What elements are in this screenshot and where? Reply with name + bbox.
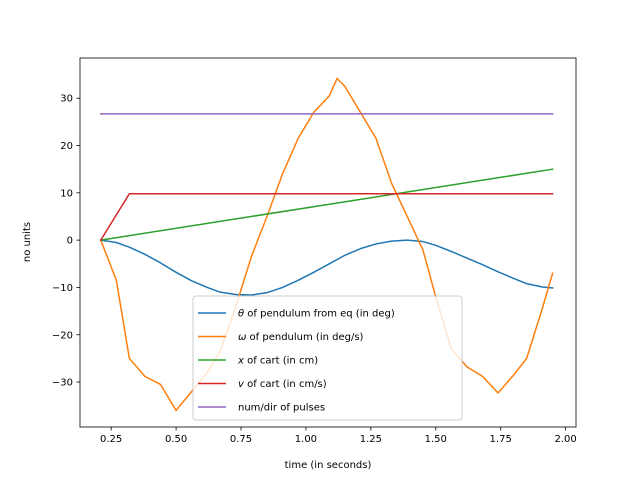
legend: θ of pendulum from eq (in deg) ω of pendu… xyxy=(192,295,463,421)
x-tick-label: 0.25 xyxy=(100,434,122,445)
x-tick-label: 0.75 xyxy=(230,434,252,445)
legend-label-4: v of cart (in cm/s) xyxy=(238,379,327,390)
y-tick-label: 30 xyxy=(60,94,73,105)
y-tick-label: 20 xyxy=(60,141,73,152)
series-layer xyxy=(99,77,554,412)
x-axis-ticks: 0.25 0.50 0.75 1.00 1.25 1.50 1.75 2.00 xyxy=(100,427,577,445)
series-line-3-x-of-cart-in-cm xyxy=(99,168,554,241)
y-tick-label: −10 xyxy=(52,283,73,294)
legend-label-3: x of cart (in cm) xyxy=(237,356,318,367)
x-tick-label: 1.50 xyxy=(425,434,447,445)
y-tick-label: −20 xyxy=(52,330,73,341)
legend-label-2: ω of pendulum (in deg/s) xyxy=(238,332,364,343)
series-line-2-of-pendulum-in-deg-s xyxy=(99,77,554,412)
x-axis-title: time (in seconds) xyxy=(285,460,372,471)
y-tick-label: 0 xyxy=(67,236,73,247)
x-tick-label: 2.00 xyxy=(554,434,576,445)
legend-box xyxy=(192,295,463,421)
series-line-4-v-of-cart-in-cm-s xyxy=(99,193,554,242)
y-tick-label: 10 xyxy=(60,188,73,199)
x-tick-label: 1.00 xyxy=(295,434,317,445)
x-tick-label: 1.75 xyxy=(490,434,512,445)
legend-label-5: num/dir of pulses xyxy=(238,403,325,414)
y-axis-title: no units xyxy=(22,222,33,262)
y-tick-label: −30 xyxy=(52,378,73,389)
legend-items: θ of pendulum from eq (in deg) ω of pendu… xyxy=(198,309,395,414)
plot-frame xyxy=(79,57,577,428)
y-axis-ticks: −30 −20 −10 0 10 20 30 xyxy=(52,94,80,389)
series-line-1-of-pendulum-from-eq-in-deg xyxy=(99,239,554,296)
x-tick-label: 1.25 xyxy=(360,434,382,445)
x-tick-label: 0.50 xyxy=(165,434,187,445)
legend-label-1: θ of pendulum from eq (in deg) xyxy=(238,309,395,320)
